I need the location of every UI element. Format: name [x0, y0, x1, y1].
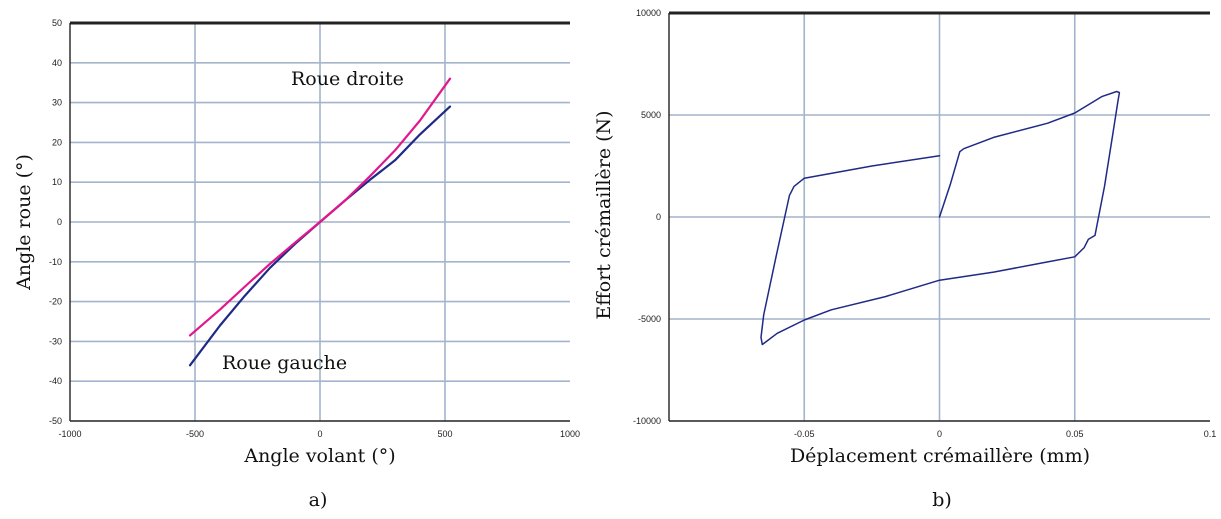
chart-a-x-tick-label: 0 [317, 429, 322, 439]
chart-a-series-1-line [188, 77, 452, 337]
chart-b-frame [668, 11, 1210, 422]
chart-b-y-tick-label: -5000 [638, 314, 661, 324]
chart-a-y-tick-label: 30 [52, 98, 62, 108]
chart-a-series [188, 77, 452, 367]
chart-a-y-tick-label: 20 [52, 137, 62, 147]
chart-a-y-ticks: -50 -40 -30 -20 -10 0 10 20 30 40 50 [49, 18, 62, 426]
chart-a-y-tick-label: -20 [49, 297, 62, 307]
chart-b-y-tick-label: -10000 [633, 416, 661, 426]
chart-b-x-tick-label: -0.05 [794, 429, 815, 439]
chart-a-x-ticks: -1000 -500 0 500 1000 [58, 429, 580, 439]
chart-b-y-ticks: -10000 -5000 0 5000 10000 [633, 8, 661, 426]
chart-a-y-tick-label: 50 [52, 18, 62, 28]
chart-a-y-tick-label: 40 [52, 58, 62, 68]
chart-b-x-tick-label: 0.05 [1066, 429, 1084, 439]
chart-a: -1000 -500 0 500 1000 -50 -40 -30 -20 -10 0 10 20 30… [13, 18, 580, 511]
chart-a-y-axis-label: Angle roue (°) [13, 154, 35, 291]
chart-a-y-tick-label: -40 [49, 376, 62, 386]
chart-b-y-tick-label: 0 [656, 212, 661, 222]
chart-a-y-tick-label: 0 [57, 217, 62, 227]
chart-a-x-tick-label: 500 [437, 429, 452, 439]
chart-b-caption: b) [932, 489, 952, 511]
chart-a-frame [69, 21, 570, 422]
chart-a-y-tick-label: 10 [52, 177, 62, 187]
chart-a-x-tick-label: -1000 [58, 429, 81, 439]
chart-b-y-tick-label: 5000 [641, 110, 661, 120]
annotation-roue-gauche: Roue gauche [222, 352, 347, 374]
chart-b-series-0-line [760, 90, 1121, 346]
chart-a-y-tick-label: -10 [49, 257, 62, 267]
chart-a-x-tick-label: -500 [186, 429, 204, 439]
chart-a-caption: a) [309, 489, 328, 511]
chart-b: -0.05 0 0.05 0.1 -10000 -5000 0 5000 10000 Dépl… [593, 8, 1216, 511]
chart-a-y-tick-label: -30 [49, 336, 62, 346]
chart-b-y-tick-label: 10000 [636, 8, 661, 18]
chart-b-x-tick-label: 0.1 [1204, 429, 1217, 439]
chart-b-y-axis-label: Effort crémaillère (N) [593, 110, 615, 319]
chart-a-x-axis-label: Angle volant (°) [243, 445, 395, 467]
annotation-roue-droite: Roue droite [291, 68, 404, 90]
chart-b-series [760, 90, 1121, 346]
chart-b-x-ticks: -0.05 0 0.05 0.1 [794, 429, 1216, 439]
chart-b-x-axis-label: Déplacement crémaillère (mm) [790, 445, 1090, 467]
chart-b-x-tick-label: 0 [937, 429, 942, 439]
chart-a-x-tick-label: 1000 [560, 429, 580, 439]
chart-a-y-tick-label: -50 [49, 416, 62, 426]
